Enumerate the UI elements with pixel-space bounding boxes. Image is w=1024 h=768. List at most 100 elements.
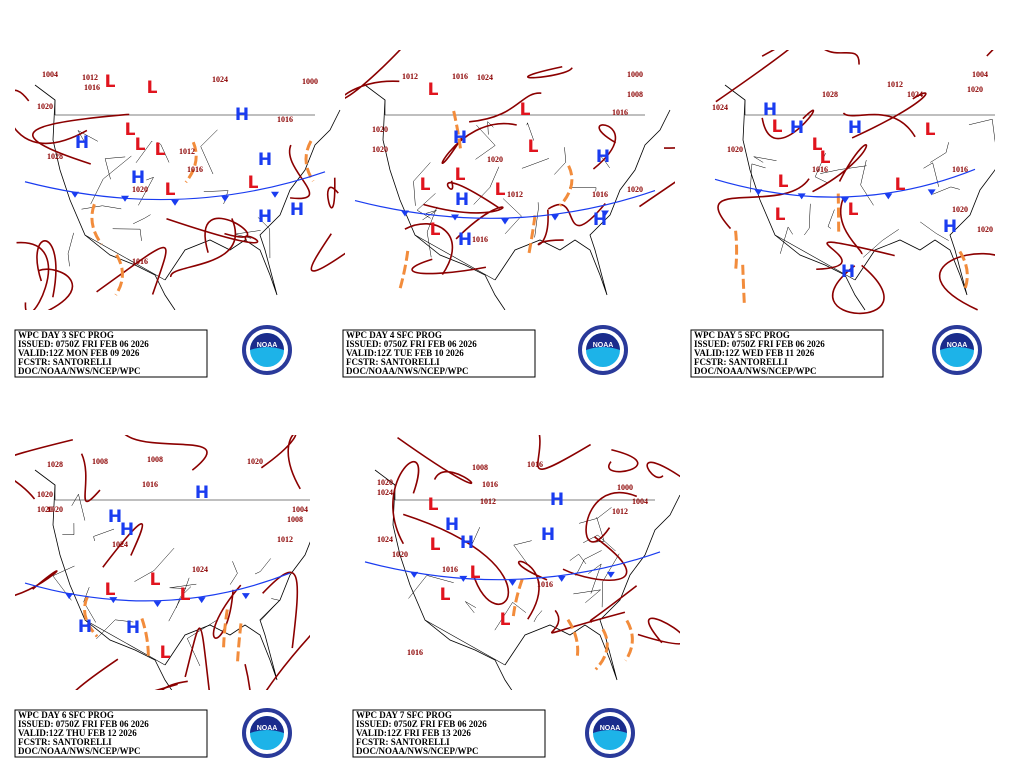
trough xyxy=(222,609,229,650)
state-line xyxy=(465,601,477,614)
front-pip xyxy=(271,191,279,198)
high-center: H xyxy=(78,617,92,637)
logo-top xyxy=(250,333,284,350)
high-center: H xyxy=(541,525,555,545)
low-center: L xyxy=(155,140,166,160)
isobar-label: 1024 xyxy=(112,540,128,549)
border xyxy=(384,100,645,281)
border xyxy=(54,100,315,281)
state-line xyxy=(157,142,170,163)
state-line xyxy=(779,226,793,254)
front-pip xyxy=(109,597,118,604)
low-center: L xyxy=(495,180,506,200)
state-line xyxy=(77,129,98,142)
caption-box xyxy=(14,329,208,378)
low-center: L xyxy=(180,585,191,605)
high-center: H xyxy=(841,262,855,282)
caption-line: ISSUED: 0750Z FRI FEB 06 2026 xyxy=(356,719,487,729)
state-line xyxy=(138,176,155,206)
low-center: L xyxy=(147,78,158,98)
isobar xyxy=(161,680,188,690)
high-center: H xyxy=(445,515,459,535)
high-center: H xyxy=(460,533,474,553)
isobar-label: 1016 xyxy=(452,72,468,81)
state-line xyxy=(863,229,899,258)
isobar-label: 1020 xyxy=(627,185,643,194)
low-center: L xyxy=(778,172,789,192)
high-center: H xyxy=(108,507,122,527)
state-line xyxy=(134,547,175,582)
isobar xyxy=(15,438,74,500)
state-line xyxy=(749,163,766,193)
isobar xyxy=(608,448,639,473)
state-line xyxy=(930,142,949,163)
isobar xyxy=(527,65,573,79)
high-center: H xyxy=(550,490,564,510)
front-pip xyxy=(508,579,517,586)
high-center: H xyxy=(596,147,610,167)
isobar-label: 1008 xyxy=(147,455,163,464)
front-pip xyxy=(221,195,229,202)
low-center: L xyxy=(105,580,116,600)
high-center: H xyxy=(763,100,777,120)
state-line xyxy=(575,550,602,576)
isobar xyxy=(812,143,868,193)
state-line xyxy=(257,217,271,259)
high-center: H xyxy=(120,520,134,540)
isobar xyxy=(32,113,130,165)
high-center: H xyxy=(593,210,607,230)
front-pip xyxy=(884,193,893,200)
isobar-label: 1016 xyxy=(132,257,148,266)
front-pip xyxy=(153,601,162,608)
trough xyxy=(397,250,410,292)
isobar-label: 1008 xyxy=(287,515,303,524)
state-line xyxy=(569,187,597,192)
caption-line: FCSTR: SANTORELLI xyxy=(18,357,112,367)
front-pip xyxy=(754,189,763,196)
state-line xyxy=(598,153,610,169)
isobar xyxy=(326,177,339,209)
isobar-label: 1016 xyxy=(84,83,100,92)
isobar-label: 1024 xyxy=(192,565,208,574)
isobar xyxy=(16,241,50,310)
isobar xyxy=(397,436,473,485)
cold-front xyxy=(24,572,291,602)
state-line xyxy=(200,129,218,175)
low-center: L xyxy=(772,117,783,137)
caption-line: FCSTR: SANTORELLI xyxy=(356,737,450,747)
isobar-label: 1020 xyxy=(377,478,393,487)
isobar-label: 1016 xyxy=(527,460,543,469)
front-pip xyxy=(71,191,79,198)
trough xyxy=(511,578,524,620)
front-pip xyxy=(551,214,559,221)
state-line xyxy=(554,147,567,175)
isobar xyxy=(392,460,420,545)
trough xyxy=(452,110,463,152)
low-center: L xyxy=(105,72,116,92)
front-pip xyxy=(841,197,849,204)
isobar xyxy=(589,585,638,623)
isobar-label: 1016 xyxy=(407,648,423,657)
cold-front xyxy=(354,189,656,219)
isobar xyxy=(646,461,680,479)
isobar-label: 1016 xyxy=(612,108,628,117)
low-center: L xyxy=(820,148,831,168)
isobar xyxy=(842,112,916,138)
front-pip xyxy=(501,218,509,225)
trough xyxy=(140,618,150,659)
isobar xyxy=(288,144,311,200)
isobar-label: 1020 xyxy=(37,102,53,111)
logo-top xyxy=(586,333,620,350)
caption-line: FCSTR: SANTORELLI xyxy=(346,357,440,367)
isobar xyxy=(124,435,208,471)
state-line xyxy=(502,198,522,235)
isobar-label: 1028 xyxy=(47,460,63,469)
state-line xyxy=(968,118,995,143)
front-pip xyxy=(171,199,179,206)
caption-line: WPC DAY 3 SFC PROG xyxy=(18,330,114,340)
isobar xyxy=(986,50,994,57)
low-center: L xyxy=(428,80,439,100)
logo-top xyxy=(593,716,627,733)
logo-top xyxy=(940,333,974,350)
high-center: H xyxy=(235,105,249,125)
